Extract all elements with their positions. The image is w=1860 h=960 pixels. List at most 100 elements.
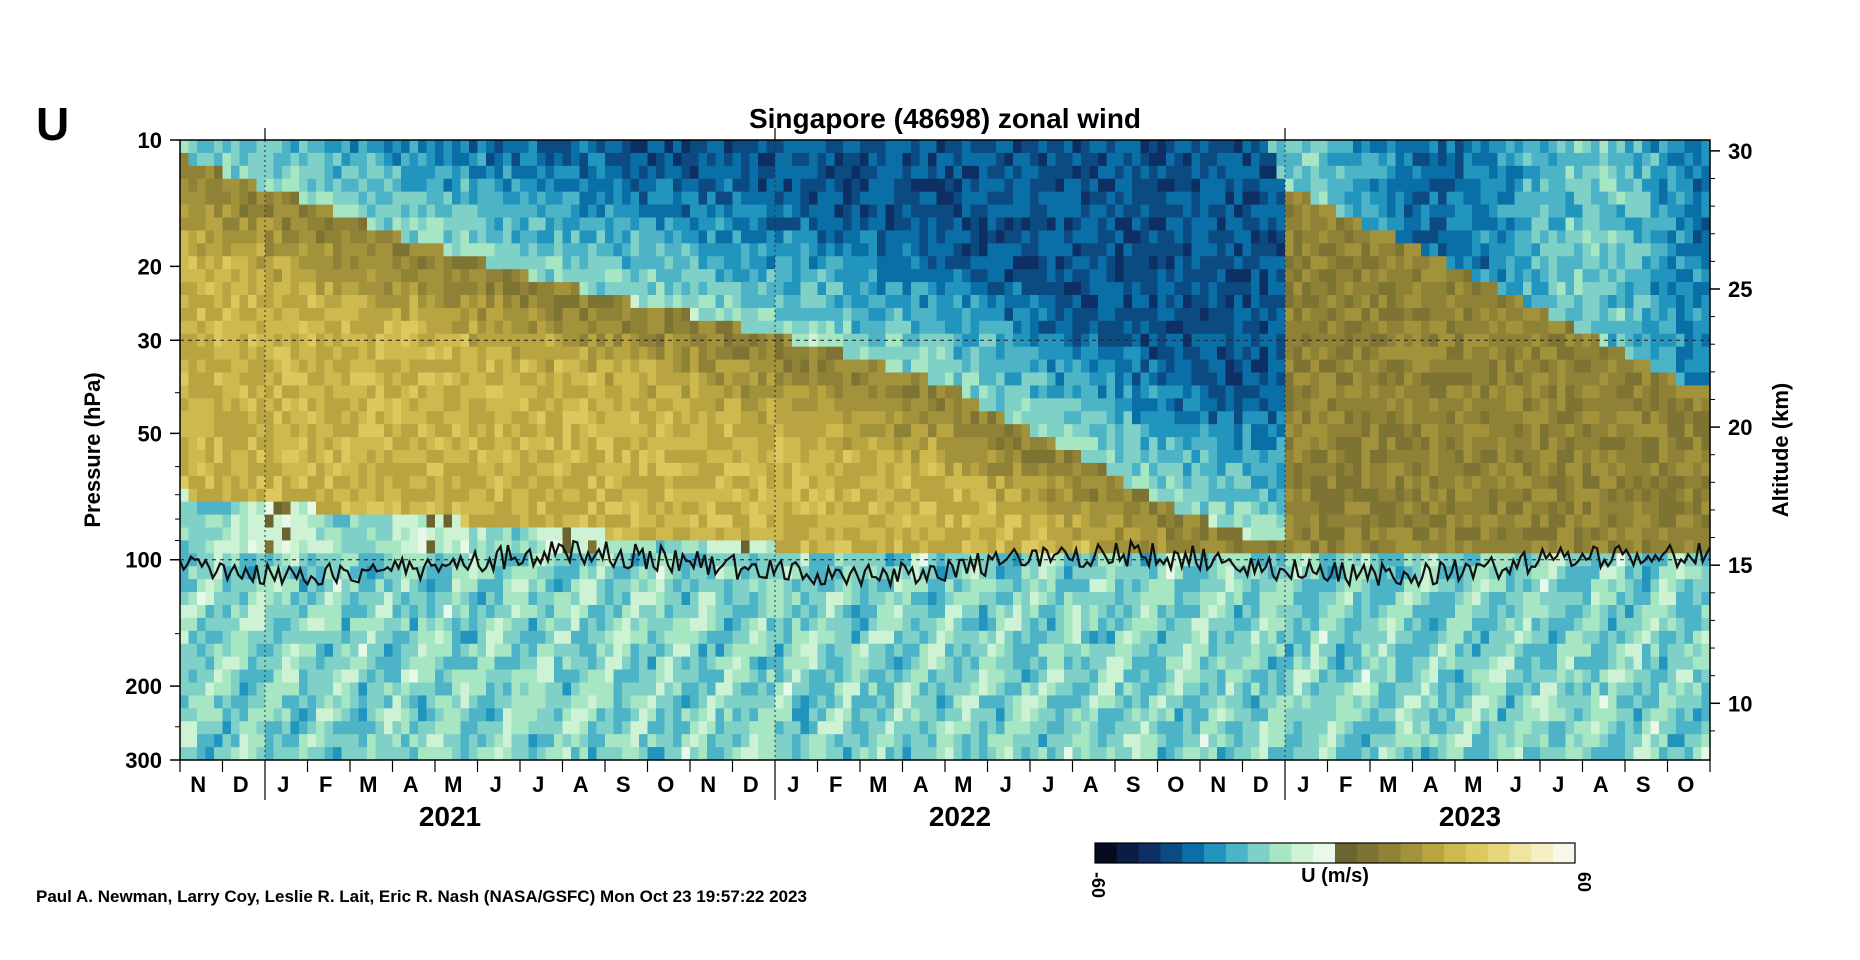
heatmap-cell <box>953 630 963 645</box>
heatmap-cell <box>732 230 742 244</box>
heatmap-cell <box>775 643 785 658</box>
heatmap-cell <box>894 553 904 567</box>
heatmap-cell <box>843 527 853 542</box>
heatmap-cell <box>953 295 963 309</box>
heatmap-cell <box>571 734 581 748</box>
heatmap-cell <box>384 682 394 697</box>
heatmap-cell <box>256 385 266 399</box>
heatmap-cell <box>724 605 734 619</box>
heatmap-cell <box>367 721 377 735</box>
heatmap-cell <box>664 527 674 542</box>
heatmap-cell <box>656 630 666 645</box>
heatmap-cell <box>494 656 504 671</box>
heatmap-cell <box>698 359 708 374</box>
heatmap-cell <box>282 424 292 438</box>
heatmap-cell <box>809 656 819 671</box>
heatmap-cell <box>562 398 572 412</box>
heatmap-cell <box>299 514 309 529</box>
heatmap-cell <box>1021 656 1031 671</box>
heatmap-cell <box>996 346 1006 361</box>
heatmap-cell <box>775 695 785 709</box>
heatmap-cell <box>877 217 887 232</box>
heatmap-cell <box>715 165 725 180</box>
heatmap-cell <box>834 243 844 257</box>
heatmap-cell <box>460 643 470 658</box>
heatmap-cell <box>1013 282 1023 296</box>
heatmap-cell <box>588 307 598 322</box>
heatmap-cell <box>911 320 921 335</box>
heatmap-cell <box>452 734 462 748</box>
heatmap-cell <box>503 656 513 671</box>
heatmap-cell <box>851 527 861 542</box>
heatmap-cell <box>766 605 776 619</box>
heatmap-cell <box>945 592 955 606</box>
heatmap-cell <box>409 437 419 451</box>
heatmap-cell <box>299 527 309 542</box>
heatmap-cell <box>273 372 283 387</box>
heatmap-cell <box>996 669 1006 684</box>
heatmap-cell <box>979 475 989 490</box>
heatmap-cell <box>579 140 589 154</box>
heatmap-cell <box>1047 140 1057 154</box>
heatmap-cell <box>537 462 547 477</box>
heatmap-cell <box>673 437 683 451</box>
heatmap-cell <box>698 527 708 542</box>
heatmap-cell <box>783 269 793 283</box>
heatmap-cell <box>809 204 819 219</box>
heatmap-cell <box>494 191 504 206</box>
heatmap-cell <box>809 178 819 193</box>
heatmap-cell <box>290 204 300 219</box>
heatmap-cell <box>945 475 955 490</box>
heatmap-cell <box>834 630 844 645</box>
heatmap-cell <box>953 475 963 490</box>
heatmap-cell <box>707 514 717 529</box>
heatmap-cell <box>953 256 963 270</box>
heatmap-cell <box>469 282 479 296</box>
heatmap-cell <box>299 372 309 387</box>
heatmap-cell <box>817 566 827 580</box>
heatmap-cell <box>1038 579 1048 593</box>
heatmap-cell <box>316 475 326 490</box>
heatmap-cell <box>1013 230 1023 244</box>
heatmap-cell <box>537 630 547 645</box>
heatmap-cell <box>299 669 309 684</box>
heatmap-cell <box>724 708 734 722</box>
heatmap-cell <box>197 398 207 412</box>
heatmap-cell <box>826 372 836 387</box>
heatmap-cell <box>1047 437 1057 451</box>
heatmap-cell <box>911 682 921 697</box>
heatmap-cell <box>358 385 368 399</box>
heatmap-cell <box>248 217 258 232</box>
heatmap-cell <box>460 320 470 335</box>
heatmap-cell <box>435 462 445 477</box>
heatmap-cell <box>1055 708 1065 722</box>
heatmap-cell <box>231 398 241 412</box>
heatmap-cell <box>231 140 241 154</box>
heatmap-cell <box>809 424 819 438</box>
heatmap-cell <box>401 320 411 335</box>
heatmap-cell <box>877 372 887 387</box>
heatmap-cell <box>647 579 657 593</box>
heatmap-cell <box>843 243 853 257</box>
heatmap-cell <box>248 617 258 632</box>
heatmap-cell <box>851 230 861 244</box>
heatmap-cell <box>188 398 198 412</box>
heatmap-cell <box>571 359 581 374</box>
heatmap-cell <box>358 282 368 296</box>
heatmap-cell <box>537 437 547 451</box>
heatmap-cell <box>316 398 326 412</box>
heatmap-cell <box>435 243 445 257</box>
heatmap-cell <box>945 178 955 193</box>
heatmap-cell <box>775 488 785 503</box>
heatmap-cell <box>766 695 776 709</box>
heatmap-cell <box>486 437 496 451</box>
heatmap-cell <box>945 734 955 748</box>
heatmap-cell <box>520 643 530 658</box>
heatmap-cell <box>962 540 972 554</box>
heatmap-cell <box>877 178 887 193</box>
heatmap-cell <box>936 514 946 529</box>
heatmap-cell <box>341 579 351 593</box>
heatmap-cell <box>758 256 768 270</box>
heatmap-cell <box>664 243 674 257</box>
heatmap-cell <box>945 605 955 619</box>
